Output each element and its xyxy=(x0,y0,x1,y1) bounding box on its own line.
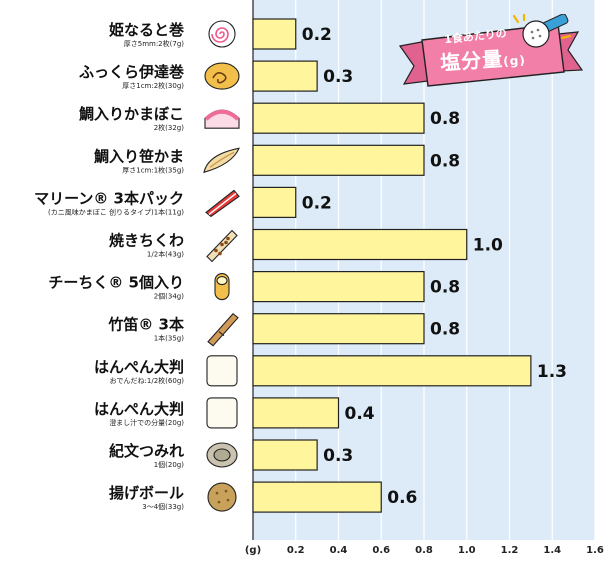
x-tick-label: 0.6 xyxy=(372,545,390,556)
category-portion: 厚さ1cm:1枚(35g) xyxy=(122,165,184,174)
data-label: 0.4 xyxy=(345,404,375,424)
category-name: 竹笛® 3本 xyxy=(107,316,184,334)
category-name: 揚げボール xyxy=(109,484,184,502)
data-label: 0.8 xyxy=(430,109,460,129)
data-label: 0.3 xyxy=(323,446,353,466)
hanpen-small-icon xyxy=(206,397,238,429)
bar xyxy=(252,186,297,218)
x-tick-label: 1.6 xyxy=(586,545,604,556)
category-portion: 厚さ1cm:2枚(30g) xyxy=(122,81,184,90)
category-name: はんぺん大判 xyxy=(94,358,184,376)
bar xyxy=(252,144,425,176)
x-axis-ticks: (g) 0.2 0.4 0.6 0.8 1.0 1.2 1.4 1.6 xyxy=(245,545,604,556)
data-label: 0.8 xyxy=(430,278,460,298)
naruto-icon xyxy=(208,20,236,48)
ribbon-icon xyxy=(398,12,584,87)
bar xyxy=(252,397,340,429)
kamaboko-icon xyxy=(204,109,240,129)
x-tick-label: 0.8 xyxy=(415,545,433,556)
bar xyxy=(252,271,425,303)
salt-shaker-icon xyxy=(522,13,569,48)
chikuwa-icon xyxy=(206,229,238,263)
datemaki-icon xyxy=(204,62,240,90)
x-tick-label: 0.4 xyxy=(330,545,348,556)
category-name: 鯛入りかまぼこ xyxy=(79,105,184,123)
category-name: チーちく® 5個入り xyxy=(48,274,184,292)
category-portion: 1/2本(43g) xyxy=(147,250,184,259)
x-tick-label: 1.2 xyxy=(501,545,519,556)
category-portion: 3〜4個(33g) xyxy=(142,502,184,511)
title-unit: (g) xyxy=(502,53,527,69)
category-portion: 厚さ5mm:2枚(7g) xyxy=(124,39,185,48)
sparkle-icon xyxy=(512,12,572,40)
bar xyxy=(252,60,318,92)
category-portion: 2個(34g) xyxy=(154,292,185,301)
data-label: 1.0 xyxy=(473,236,503,256)
category-portion: おでんだね:1/2枚(60g) xyxy=(110,376,185,385)
crab-stick-icon xyxy=(205,189,240,218)
category-portion: (カニ風味かまぼこ 创りるタイプ)1本(11g) xyxy=(48,207,184,216)
category-name: マリーン® 3本パック xyxy=(34,189,184,207)
category-name: 焼きちくわ xyxy=(109,232,184,250)
data-label: 0.2 xyxy=(302,193,332,213)
category-portion: 1本(35g) xyxy=(154,334,185,343)
cheese-chikuwa-icon xyxy=(214,273,230,301)
x-tick-label: 0.2 xyxy=(287,545,305,556)
data-label: 0.3 xyxy=(323,67,353,87)
category-portion: 2枚(32g) xyxy=(154,123,185,132)
x-axis-unit: (g) xyxy=(245,545,261,556)
bar xyxy=(252,228,468,261)
category-name: はんぺん大判 xyxy=(94,400,184,418)
category-name: 鯛入り笹かま xyxy=(94,147,184,165)
bar xyxy=(252,439,318,471)
tsumire-icon xyxy=(206,442,238,468)
category-portion: 澄まし汁での分量(20g) xyxy=(109,418,184,427)
data-label: 0.6 xyxy=(387,488,417,508)
category-name: 紀文つみれ xyxy=(109,442,184,460)
bar xyxy=(252,102,425,134)
chart-row: マリーン® 3本パック(カニ風味かまぼこ 创りるタイプ)1本(11g) 0.2 xyxy=(34,186,332,218)
category-portion: 1個(20g) xyxy=(154,460,185,469)
category-name: ふっくら伊達巻 xyxy=(79,63,184,81)
bar xyxy=(252,313,425,345)
hanpen-icon xyxy=(206,355,238,387)
sasakama-icon xyxy=(203,147,240,174)
title-badge: 1食あたりの 塩分量(g) xyxy=(392,12,592,94)
data-label: 0.8 xyxy=(430,151,460,171)
x-tick-label: 1.0 xyxy=(458,545,476,556)
takebue-icon xyxy=(207,312,239,347)
bar xyxy=(252,18,297,50)
bar xyxy=(252,481,382,513)
category-name: 姫なると巻 xyxy=(109,21,184,39)
x-tick-label: 1.4 xyxy=(543,545,561,556)
data-label: 0.2 xyxy=(302,25,332,45)
fried-ball-icon xyxy=(207,482,237,512)
title-line2: 塩分量(g) xyxy=(439,46,527,75)
data-label: 0.8 xyxy=(430,320,460,340)
bar xyxy=(252,355,532,387)
data-label: 1.3 xyxy=(537,362,567,382)
